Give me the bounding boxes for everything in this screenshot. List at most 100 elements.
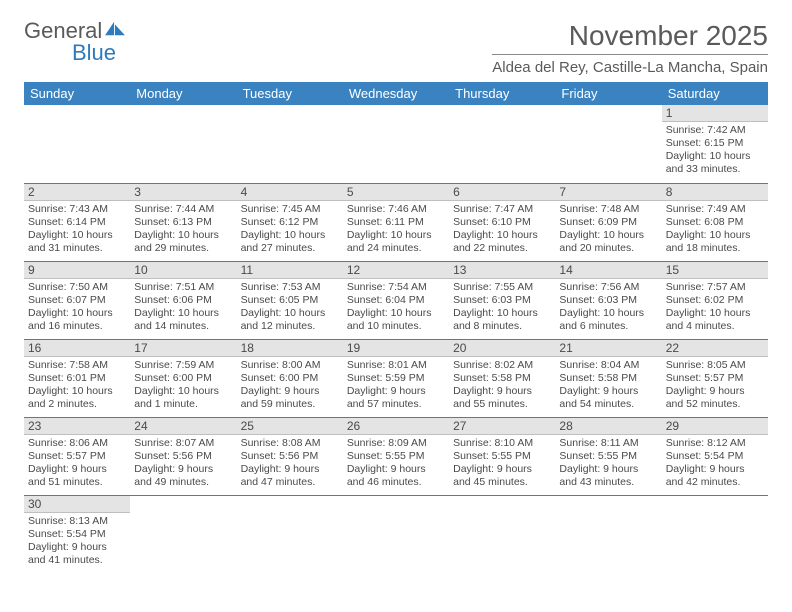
day-details: Sunrise: 7:44 AMSunset: 6:13 PMDaylight:… (130, 201, 236, 260)
calendar-row: 2Sunrise: 7:43 AMSunset: 6:14 PMDaylight… (24, 183, 768, 261)
calendar-cell: 18Sunrise: 8:00 AMSunset: 6:00 PMDayligh… (237, 339, 343, 417)
calendar-cell: 6Sunrise: 7:47 AMSunset: 6:10 PMDaylight… (449, 183, 555, 261)
day-number: 14 (555, 262, 661, 279)
day-number: 27 (449, 418, 555, 435)
day-number: 6 (449, 184, 555, 201)
day-details: Sunrise: 7:50 AMSunset: 6:07 PMDaylight:… (24, 279, 130, 338)
day-number: 11 (237, 262, 343, 279)
day-number: 13 (449, 262, 555, 279)
calendar-cell: 11Sunrise: 7:53 AMSunset: 6:05 PMDayligh… (237, 261, 343, 339)
day-details: Sunrise: 8:13 AMSunset: 5:54 PMDaylight:… (24, 513, 130, 572)
brand-logo: GeneralBlue (24, 20, 127, 64)
calendar-cell (24, 105, 130, 183)
day-number: 30 (24, 496, 130, 513)
calendar-cell (343, 105, 449, 183)
calendar-cell: 9Sunrise: 7:50 AMSunset: 6:07 PMDaylight… (24, 261, 130, 339)
day-details: Sunrise: 7:43 AMSunset: 6:14 PMDaylight:… (24, 201, 130, 260)
header: GeneralBlue November 2025 Aldea del Rey,… (24, 20, 768, 76)
calendar-cell (130, 105, 236, 183)
day-header: Tuesday (237, 82, 343, 105)
day-details: Sunrise: 7:42 AMSunset: 6:15 PMDaylight:… (662, 122, 768, 181)
calendar-cell: 8Sunrise: 7:49 AMSunset: 6:08 PMDaylight… (662, 183, 768, 261)
day-header: Monday (130, 82, 236, 105)
calendar-row: 1Sunrise: 7:42 AMSunset: 6:15 PMDaylight… (24, 105, 768, 183)
day-number: 17 (130, 340, 236, 357)
day-details: Sunrise: 8:11 AMSunset: 5:55 PMDaylight:… (555, 435, 661, 494)
day-number: 16 (24, 340, 130, 357)
calendar-cell: 23Sunrise: 8:06 AMSunset: 5:57 PMDayligh… (24, 417, 130, 495)
day-number: 9 (24, 262, 130, 279)
calendar-cell: 21Sunrise: 8:04 AMSunset: 5:58 PMDayligh… (555, 339, 661, 417)
calendar-row: 23Sunrise: 8:06 AMSunset: 5:57 PMDayligh… (24, 417, 768, 495)
calendar-cell: 5Sunrise: 7:46 AMSunset: 6:11 PMDaylight… (343, 183, 449, 261)
calendar-cell: 30Sunrise: 8:13 AMSunset: 5:54 PMDayligh… (24, 495, 130, 573)
calendar-cell: 28Sunrise: 8:11 AMSunset: 5:55 PMDayligh… (555, 417, 661, 495)
title-rule (492, 54, 768, 55)
day-details: Sunrise: 8:08 AMSunset: 5:56 PMDaylight:… (237, 435, 343, 494)
calendar-cell: 1Sunrise: 7:42 AMSunset: 6:15 PMDaylight… (662, 105, 768, 183)
calendar-table: SundayMondayTuesdayWednesdayThursdayFrid… (24, 82, 768, 573)
calendar-row: 30Sunrise: 8:13 AMSunset: 5:54 PMDayligh… (24, 495, 768, 573)
day-number: 24 (130, 418, 236, 435)
day-details: Sunrise: 7:54 AMSunset: 6:04 PMDaylight:… (343, 279, 449, 338)
day-number: 18 (237, 340, 343, 357)
day-details: Sunrise: 7:46 AMSunset: 6:11 PMDaylight:… (343, 201, 449, 260)
day-details: Sunrise: 7:53 AMSunset: 6:05 PMDaylight:… (237, 279, 343, 338)
day-details: Sunrise: 8:07 AMSunset: 5:56 PMDaylight:… (130, 435, 236, 494)
calendar-cell: 16Sunrise: 7:58 AMSunset: 6:01 PMDayligh… (24, 339, 130, 417)
calendar-cell: 14Sunrise: 7:56 AMSunset: 6:03 PMDayligh… (555, 261, 661, 339)
calendar-cell: 22Sunrise: 8:05 AMSunset: 5:57 PMDayligh… (662, 339, 768, 417)
day-details: Sunrise: 8:09 AMSunset: 5:55 PMDaylight:… (343, 435, 449, 494)
calendar-cell (237, 495, 343, 573)
calendar-cell (555, 105, 661, 183)
calendar-cell (449, 495, 555, 573)
day-header: Saturday (662, 82, 768, 105)
calendar-cell: 13Sunrise: 7:55 AMSunset: 6:03 PMDayligh… (449, 261, 555, 339)
calendar-cell (555, 495, 661, 573)
day-number: 21 (555, 340, 661, 357)
title-block: November 2025 Aldea del Rey, Castille-La… (492, 20, 768, 76)
day-details: Sunrise: 8:00 AMSunset: 6:00 PMDaylight:… (237, 357, 343, 416)
day-number: 10 (130, 262, 236, 279)
day-number: 5 (343, 184, 449, 201)
day-number: 2 (24, 184, 130, 201)
calendar-cell: 29Sunrise: 8:12 AMSunset: 5:54 PMDayligh… (662, 417, 768, 495)
day-details: Sunrise: 7:58 AMSunset: 6:01 PMDaylight:… (24, 357, 130, 416)
day-number: 7 (555, 184, 661, 201)
sail-icon (103, 20, 127, 42)
calendar-cell: 19Sunrise: 8:01 AMSunset: 5:59 PMDayligh… (343, 339, 449, 417)
day-header: Friday (555, 82, 661, 105)
day-header: Wednesday (343, 82, 449, 105)
calendar-cell (343, 495, 449, 573)
day-number: 26 (343, 418, 449, 435)
calendar-cell (662, 495, 768, 573)
day-number: 23 (24, 418, 130, 435)
day-number: 25 (237, 418, 343, 435)
calendar-cell: 15Sunrise: 7:57 AMSunset: 6:02 PMDayligh… (662, 261, 768, 339)
day-number: 15 (662, 262, 768, 279)
day-details: Sunrise: 7:55 AMSunset: 6:03 PMDaylight:… (449, 279, 555, 338)
calendar-cell: 17Sunrise: 7:59 AMSunset: 6:00 PMDayligh… (130, 339, 236, 417)
day-details: Sunrise: 8:01 AMSunset: 5:59 PMDaylight:… (343, 357, 449, 416)
day-header-row: SundayMondayTuesdayWednesdayThursdayFrid… (24, 82, 768, 105)
calendar-cell: 20Sunrise: 8:02 AMSunset: 5:58 PMDayligh… (449, 339, 555, 417)
location: Aldea del Rey, Castille-La Mancha, Spain (492, 59, 768, 76)
day-details: Sunrise: 7:59 AMSunset: 6:00 PMDaylight:… (130, 357, 236, 416)
day-details: Sunrise: 8:05 AMSunset: 5:57 PMDaylight:… (662, 357, 768, 416)
day-number: 8 (662, 184, 768, 201)
day-number: 3 (130, 184, 236, 201)
calendar-cell: 26Sunrise: 8:09 AMSunset: 5:55 PMDayligh… (343, 417, 449, 495)
calendar-cell: 10Sunrise: 7:51 AMSunset: 6:06 PMDayligh… (130, 261, 236, 339)
month-title: November 2025 (492, 20, 768, 52)
day-number: 19 (343, 340, 449, 357)
calendar-cell (449, 105, 555, 183)
day-number: 29 (662, 418, 768, 435)
calendar-cell (130, 495, 236, 573)
brand-part2: Blue (72, 40, 116, 65)
day-details: Sunrise: 7:57 AMSunset: 6:02 PMDaylight:… (662, 279, 768, 338)
day-number: 28 (555, 418, 661, 435)
day-details: Sunrise: 8:10 AMSunset: 5:55 PMDaylight:… (449, 435, 555, 494)
day-number: 22 (662, 340, 768, 357)
day-details: Sunrise: 7:47 AMSunset: 6:10 PMDaylight:… (449, 201, 555, 260)
day-details: Sunrise: 8:12 AMSunset: 5:54 PMDaylight:… (662, 435, 768, 494)
